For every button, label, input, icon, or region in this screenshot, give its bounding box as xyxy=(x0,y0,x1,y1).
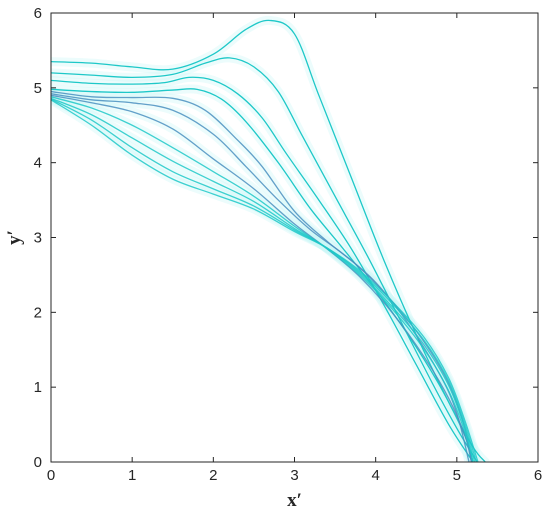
series-line-10 xyxy=(51,98,477,462)
series-line-11 xyxy=(51,99,479,462)
series-glow-10 xyxy=(51,94,481,462)
x-tick-label: 0 xyxy=(47,467,55,484)
y-tick-label: 2 xyxy=(34,304,42,321)
x-tick-label: 1 xyxy=(128,467,136,484)
series-line-3 xyxy=(51,76,474,462)
x-tick-label: 3 xyxy=(290,467,298,484)
y-tick-label: 6 xyxy=(34,5,42,22)
series-line-8 xyxy=(51,96,474,462)
series-glow-9 xyxy=(51,93,480,462)
series-line-4 xyxy=(51,88,474,462)
series-line-9 xyxy=(51,97,476,462)
y-tick-label: 0 xyxy=(34,454,42,471)
series-glow-6 xyxy=(51,89,474,462)
series-line-2 xyxy=(51,57,478,462)
y-tick-label: 3 xyxy=(34,230,42,247)
series-glow-11 xyxy=(51,95,483,462)
series-glow-7 xyxy=(51,90,476,462)
x-tick-label: 5 xyxy=(453,467,461,484)
y-axis-label: y′ xyxy=(4,230,25,245)
series-glow-8 xyxy=(51,92,478,462)
series-line-7 xyxy=(51,94,473,462)
x-tick-label: 6 xyxy=(534,467,542,484)
y-tick-label: 1 xyxy=(34,379,42,396)
y-tick-label: 4 xyxy=(34,155,42,172)
x-axis-label: x′ xyxy=(287,490,302,511)
series-line-6 xyxy=(51,93,470,462)
x-tick-label: 2 xyxy=(209,467,217,484)
axes-group: 0 1 2 3 4 5 6 0 1 2 3 4 5 6 xyxy=(34,5,543,484)
series-group xyxy=(51,15,490,462)
series-line-5 xyxy=(51,90,473,462)
x-tick-label: 4 xyxy=(371,467,379,484)
y-tick-label: 5 xyxy=(34,80,42,97)
